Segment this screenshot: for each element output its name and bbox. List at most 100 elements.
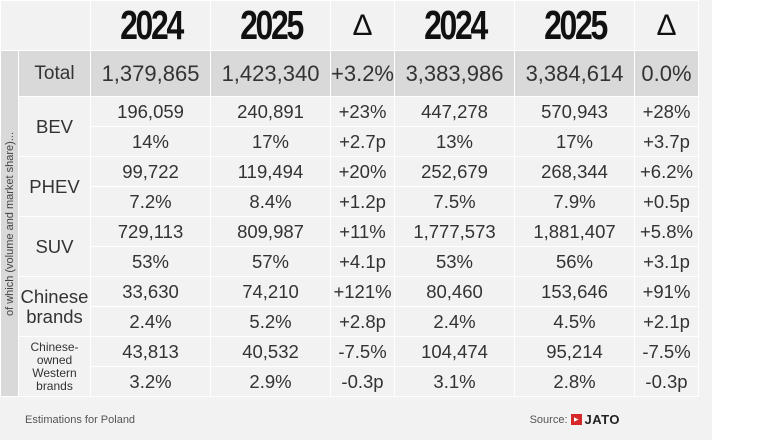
table-cell: 53% bbox=[90, 246, 211, 277]
table-card: 2024 2025 Δ 2024 2025 Δ of which (volume… bbox=[0, 0, 712, 440]
table-cell: 40,532 bbox=[210, 336, 331, 367]
side-label: of which (volume and market share)... bbox=[3, 131, 16, 316]
table-cell: 252,679 bbox=[394, 156, 515, 187]
table-cell: 3,384,614 bbox=[514, 50, 635, 97]
table-cell: 268,344 bbox=[514, 156, 635, 187]
table-cell-delta: +11% bbox=[330, 216, 395, 247]
table-cell-delta: +3.7p bbox=[634, 126, 699, 157]
table-cell: 2.4% bbox=[394, 306, 515, 337]
row-label: Chinese brands bbox=[18, 276, 91, 337]
table-cell-delta: +1.2p bbox=[330, 186, 395, 217]
table-cell-delta: +6.2% bbox=[634, 156, 699, 187]
table-cell: 240,891 bbox=[210, 96, 331, 127]
table-cell-delta: -7.5% bbox=[634, 336, 699, 367]
table-cell: 17% bbox=[514, 126, 635, 157]
table-cell: 53% bbox=[394, 246, 515, 277]
column-header: 2024 bbox=[103, 0, 198, 51]
total-row: of which (volume and market share)... To… bbox=[0, 50, 699, 397]
column-header-delta: Δ bbox=[634, 0, 699, 51]
table-cell: 153,646 bbox=[514, 276, 635, 307]
table-cell-delta: +23% bbox=[330, 96, 395, 127]
table-cell: 57% bbox=[210, 246, 331, 277]
table-cell-delta: 0.0% bbox=[634, 50, 699, 97]
table-cell-delta: +2.1p bbox=[634, 306, 699, 337]
table-cell: 570,943 bbox=[514, 96, 635, 127]
table-cell: 33,630 bbox=[90, 276, 211, 307]
footer-source: Source: JATO bbox=[530, 412, 620, 427]
table-row: 14% 17% +2.7p 13% 17% +3.7p bbox=[1, 126, 699, 157]
table-cell: 99,722 bbox=[90, 156, 211, 187]
table-cell: 3,383,986 bbox=[394, 50, 515, 97]
table-row: Chinese brands 33,630 74,210 +121% 80,460 153… bbox=[1, 276, 699, 337]
table-cell: 74,210 bbox=[210, 276, 331, 307]
table-cell: 3.1% bbox=[394, 366, 515, 397]
table-cell: 2.4% bbox=[90, 306, 211, 337]
table-row: Chinese-owned Western brands 43,813 40,532… bbox=[1, 336, 699, 397]
table-cell: 2.9% bbox=[210, 366, 331, 397]
table-cell-delta: +121% bbox=[330, 276, 395, 307]
table-cell-delta: +91% bbox=[634, 276, 699, 307]
table-cell: 447,278 bbox=[394, 96, 515, 127]
table-cell: 4.5% bbox=[514, 306, 635, 337]
table-cell: 43,813 bbox=[90, 336, 211, 367]
table-cell: 104,474 bbox=[394, 336, 515, 367]
row-label: PHEV bbox=[18, 156, 91, 217]
table-cell-delta: +28% bbox=[634, 96, 699, 127]
table-cell: 1,777,573 bbox=[394, 216, 515, 247]
table-cell: 5.2% bbox=[210, 306, 331, 337]
table-cell: 729,113 bbox=[90, 216, 211, 247]
table-cell-delta: +0.5p bbox=[634, 186, 699, 217]
row-label-total: Total bbox=[18, 50, 91, 97]
table-cell-delta: +4.1p bbox=[330, 246, 395, 277]
table-cell: 80,460 bbox=[394, 276, 515, 307]
column-header: 2025 bbox=[223, 0, 318, 51]
table-cell: 3.2% bbox=[90, 366, 211, 397]
table-row: 3.2% 2.9% -0.3p 3.1% 2.8% -0.3p bbox=[1, 366, 699, 397]
table-row: SUV 729,113 809,987 +11% 1,777,573 1,881,407 +… bbox=[1, 216, 699, 277]
table-cell: 8.4% bbox=[210, 186, 331, 217]
table-cell: 7.9% bbox=[514, 186, 635, 217]
side-label-cell: of which (volume and market share)... bbox=[0, 50, 19, 397]
table-cell-delta: -0.3p bbox=[634, 366, 699, 397]
source-label: Source: bbox=[529, 413, 568, 426]
table-cell-delta: +2.7p bbox=[330, 126, 395, 157]
table-cell-delta: +3.1p bbox=[634, 246, 699, 277]
table-row: BEV 196,059 240,891 +23% 447,278 570,943 +28% bbox=[1, 96, 699, 157]
table-cell-delta: +20% bbox=[330, 156, 395, 187]
header-corner bbox=[10, 0, 81, 51]
header-row: 2024 2025 Δ 2024 2025 Δ bbox=[1, 0, 699, 51]
source-brand: JATO bbox=[584, 412, 620, 427]
table-cell: 119,494 bbox=[210, 156, 331, 187]
table-cell: 14% bbox=[90, 126, 211, 157]
data-table: 2024 2025 Δ 2024 2025 Δ of which (volume… bbox=[0, 0, 699, 397]
row-label: BEV bbox=[18, 96, 91, 157]
footer-note: Estimations for Poland bbox=[25, 414, 136, 426]
table-cell-delta: +5.8% bbox=[634, 216, 699, 247]
jato-logo-icon bbox=[570, 414, 582, 425]
table-cell-delta: +3.2% bbox=[330, 50, 395, 97]
table-cell: 17% bbox=[210, 126, 331, 157]
table-cell: 13% bbox=[394, 126, 515, 157]
table-row: 2.4% 5.2% +2.8p 2.4% 4.5% +2.1p bbox=[1, 306, 699, 337]
table-cell: 1,379,865 bbox=[90, 50, 211, 97]
table-cell: 1,881,407 bbox=[514, 216, 635, 247]
row-label: SUV bbox=[18, 216, 91, 277]
table-cell: 809,987 bbox=[210, 216, 331, 247]
column-header: 2024 bbox=[407, 0, 502, 51]
table-cell: 7.2% bbox=[90, 186, 211, 217]
column-header-delta: Δ bbox=[330, 0, 395, 51]
table-row: PHEV 99,722 119,494 +20% 252,679 268,344 +6.2% bbox=[1, 156, 699, 217]
table-cell-delta: +2.8p bbox=[330, 306, 395, 337]
table-cell-delta: -0.3p bbox=[330, 366, 395, 397]
table-cell: 2.8% bbox=[514, 366, 635, 397]
table-cell: 56% bbox=[514, 246, 635, 277]
column-header: 2025 bbox=[527, 0, 622, 51]
row-label: Chinese-owned Western brands bbox=[18, 336, 91, 397]
table-cell: 196,059 bbox=[90, 96, 211, 127]
table-cell-delta: -7.5% bbox=[330, 336, 395, 367]
table-row: 7.2% 8.4% +1.2p 7.5% 7.9% +0.5p bbox=[1, 186, 699, 217]
table-row: 53% 57% +4.1p 53% 56% +3.1p bbox=[1, 246, 699, 277]
table-cell: 95,214 bbox=[514, 336, 635, 367]
table-cell: 7.5% bbox=[394, 186, 515, 217]
table-cell: 1,423,340 bbox=[210, 50, 331, 97]
